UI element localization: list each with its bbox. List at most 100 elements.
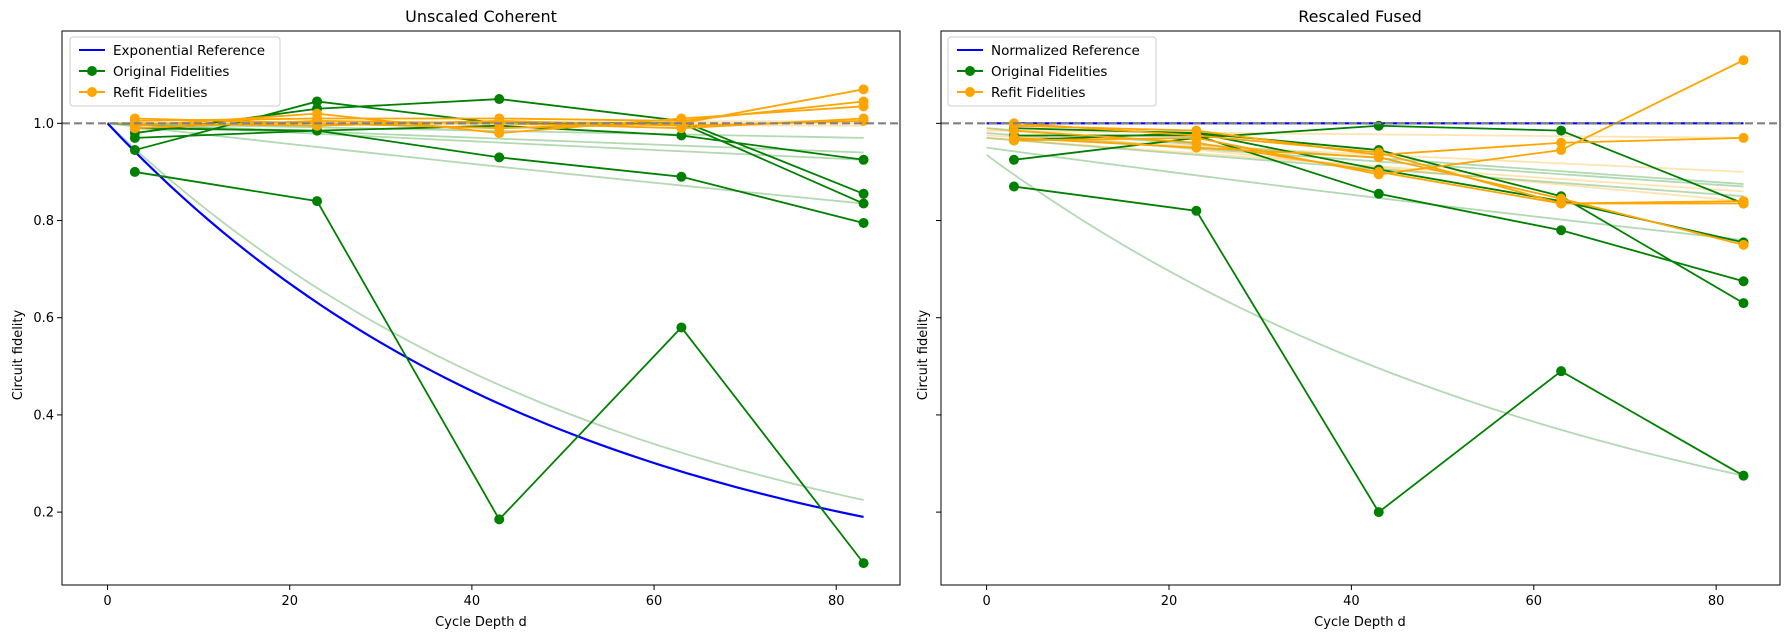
original-fit-curve xyxy=(986,146,1744,241)
refit-data-point xyxy=(1738,55,1749,66)
panel-title: Rescaled Fused xyxy=(1298,7,1422,26)
original-data-point xyxy=(676,171,687,182)
refit-data-point xyxy=(1191,142,1202,153)
original-data-point xyxy=(1738,276,1749,287)
original-data-point xyxy=(494,152,505,163)
legend-label: Original Fidelities xyxy=(113,64,229,80)
refit-fit-curve xyxy=(986,129,1744,139)
refit-data-point xyxy=(129,123,140,134)
original-data-point xyxy=(1556,225,1567,236)
original-data-point xyxy=(312,196,323,207)
original-data-point xyxy=(858,217,869,228)
refit-data-point xyxy=(858,113,869,124)
tick-labels: 0 20 40 60 80 xyxy=(936,122,1725,609)
y-tick-label: 1.0 xyxy=(33,117,54,132)
legend-label: Refit Fidelities xyxy=(991,85,1085,101)
original-data-point xyxy=(129,132,140,143)
original-data-point xyxy=(129,145,140,156)
reference-curve xyxy=(106,122,864,519)
original-data-point xyxy=(1191,205,1202,216)
x-tick-label: 20 xyxy=(1161,594,1178,609)
plot-area xyxy=(941,55,1780,518)
original-data-point xyxy=(1373,188,1384,199)
legend-marker-refit xyxy=(965,87,975,97)
y-tick-label: 0.2 xyxy=(33,506,54,521)
legend-entry-refit: Refit Fidelities xyxy=(79,85,207,101)
refit-fit-curve xyxy=(986,134,1744,173)
refit-data-point xyxy=(1556,198,1567,209)
y-tick-label: 0.8 xyxy=(33,214,54,229)
original-data-point xyxy=(858,558,869,569)
panel-unscaled-coherent: Unscaled Coherent 0 20 40 60 80 0.2 0.4 0.6 0.8 1… xyxy=(11,7,901,630)
y-tick-label: 0.4 xyxy=(33,408,54,423)
x-tick-label: 60 xyxy=(646,594,663,609)
original-data-point xyxy=(676,130,687,141)
x-tick-label: 80 xyxy=(1708,594,1725,609)
original-fit-curve xyxy=(986,154,1744,477)
original-data-point xyxy=(494,514,505,525)
y-axis-label: Circuit fidelity xyxy=(11,309,26,400)
original-data-point xyxy=(1008,154,1019,165)
refit-data-point xyxy=(676,113,687,124)
plot-area xyxy=(62,84,900,569)
refit-data-point xyxy=(1738,239,1749,250)
legend-label: Normalized Reference xyxy=(991,43,1140,59)
legend-entry-reference: Normalized Reference xyxy=(957,43,1140,59)
original-fit-curve xyxy=(106,122,864,501)
x-axis-label: Cycle Depth d xyxy=(435,615,527,630)
original-data-point xyxy=(494,94,505,105)
legend-marker-original xyxy=(87,66,97,76)
legend-entry-original: Original Fidelities xyxy=(957,64,1107,80)
refit-data-point xyxy=(1008,125,1019,136)
legend: Normalized Reference Original Fidelities… xyxy=(947,36,1157,107)
legend-label: Exponential Reference xyxy=(113,43,265,59)
refit-data-point xyxy=(1738,132,1749,143)
axes-frame xyxy=(61,30,901,586)
original-data-point xyxy=(858,188,869,199)
refit-data-point xyxy=(858,84,869,95)
x-tick-label: 40 xyxy=(1343,594,1360,609)
original-data-point xyxy=(676,322,687,333)
original-data-point xyxy=(1556,125,1567,136)
refit-data-point xyxy=(1556,137,1567,148)
refit-data-point xyxy=(1738,196,1749,207)
original-data-point xyxy=(1008,181,1019,192)
legend-label: Refit Fidelities xyxy=(113,85,207,101)
original-data-point xyxy=(1556,366,1567,377)
original-data-point xyxy=(858,154,869,165)
original-data-point xyxy=(1738,470,1749,481)
y-tick-label: 0.6 xyxy=(33,311,54,326)
original-data-point xyxy=(858,198,869,209)
original-fit-curve xyxy=(107,122,864,139)
original-data-point xyxy=(1373,507,1384,518)
legend-entry-refit: Refit Fidelities xyxy=(957,85,1085,101)
x-tick-label: 80 xyxy=(828,594,845,609)
legend-marker-refit xyxy=(87,87,97,97)
legend-frame xyxy=(69,36,281,107)
x-axis-label: Cycle Depth d xyxy=(1314,615,1406,630)
panel-title: Unscaled Coherent xyxy=(405,7,557,26)
axes-frame xyxy=(940,30,1781,586)
legend-entry-reference: Exponential Reference xyxy=(79,43,265,59)
panel-rescaled-fused: Rescaled Fused 0 20 40 60 80 Cycle Depth d C… xyxy=(916,7,1781,630)
legend: Exponential Reference Original Fidelitie… xyxy=(69,36,281,107)
x-tick-label: 60 xyxy=(1525,594,1542,609)
legend-entry-original: Original Fidelities xyxy=(79,64,229,80)
original-data-point xyxy=(312,96,323,107)
original-data-point xyxy=(1738,298,1749,309)
refit-data-point xyxy=(676,123,687,134)
refit-data-point xyxy=(858,101,869,112)
y-axis-label: Circuit fidelity xyxy=(916,309,931,400)
refit-data-point xyxy=(1008,132,1019,143)
tick-labels: 0 20 40 60 80 0.2 0.4 0.6 0.8 1.0 xyxy=(33,117,844,609)
refit-data-point xyxy=(1373,147,1384,158)
refit-data-point xyxy=(494,128,505,139)
refit-data-point xyxy=(312,108,323,119)
x-tick-label: 0 xyxy=(103,594,111,609)
legend-marker-original xyxy=(965,66,975,76)
x-tick-label: 0 xyxy=(982,594,990,609)
original-data-point xyxy=(129,166,140,177)
legend-label: Original Fidelities xyxy=(991,64,1107,80)
x-tick-label: 40 xyxy=(464,594,481,609)
